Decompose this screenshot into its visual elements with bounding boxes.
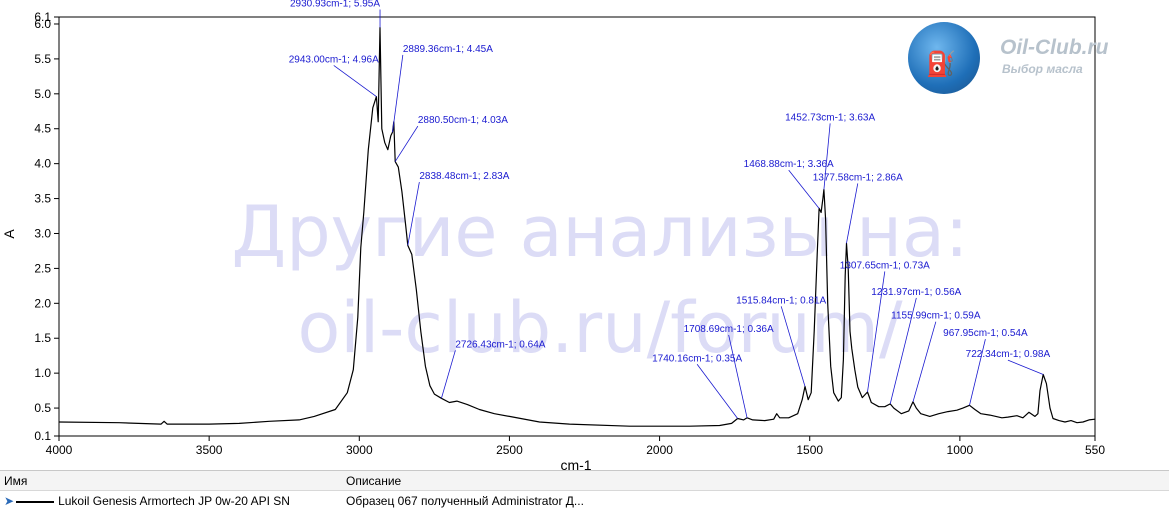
- x-tick-label: 3000: [346, 443, 373, 457]
- peak-label: 1468.88cm-1; 3.36A: [744, 159, 834, 170]
- plot-frame: [58, 16, 1096, 437]
- peak-label: 2838.48cm-1; 2.83A: [419, 171, 509, 182]
- peak-label: 1231.97cm-1; 0.56A: [871, 287, 961, 298]
- x-tick-label: 3500: [196, 443, 223, 457]
- y-tick-label: 2.5: [34, 261, 51, 275]
- peak-label: 2889.36cm-1; 4.45A: [403, 44, 493, 55]
- y-axis: 0.1 0.5 1.0 1.5 2.0 2.5 3.0 3.5 4.0 4.5 5.0 5.5 6.06…: [34, 10, 59, 443]
- peak-label: 2726.43cm-1; 0.64A: [455, 339, 545, 350]
- peak-label: 1740.16cm-1; 0.35A: [652, 353, 742, 364]
- legend-row-description: Образец 067 полученный Administrator Д..…: [346, 494, 584, 508]
- x-tick-label: 1500: [796, 443, 823, 457]
- x-tick-label: 2000: [646, 443, 673, 457]
- logo-badge: ⛽: [908, 22, 980, 94]
- x-tick-label: 550: [1085, 443, 1105, 457]
- legend-row[interactable]: ➤ Lukoil Genesis Armortech JP 0w-20 API S…: [0, 491, 1169, 510]
- peak-leader-line: [969, 339, 986, 406]
- peak-label: 2930.93cm-1; 5.95A: [290, 0, 380, 10]
- peak-leader-line: [728, 334, 748, 418]
- logo-title: Oil-Club.ru: [1000, 36, 1109, 59]
- peak-leader-line: [441, 350, 456, 399]
- spectrum-line: [58, 26, 1096, 427]
- peak-leader-line: [696, 364, 738, 419]
- y-tick-label: 5.5: [34, 52, 51, 66]
- annotation-layer: 2930.93cm-1; 5.95A 2943.00cm-1; 4.96A 2889…: [289, 0, 1051, 419]
- column-header-description[interactable]: Описание: [346, 474, 402, 488]
- y-tick-label: 6.0: [34, 17, 51, 31]
- y-tick-label: 1.5: [34, 331, 51, 345]
- row-pointer-icon: ➤: [4, 494, 15, 508]
- peak-label: 2880.50cm-1; 4.03A: [418, 115, 508, 126]
- y-tick-label: 3.0: [34, 226, 51, 240]
- spectrum-chart: Другие анализы на: oil-club.ru/forum/ 40…: [1, 0, 1105, 470]
- y-tick-label: 4.0: [34, 157, 51, 171]
- x-axis: 4000 3500 3000 2500 2000 1500 1000 550: [46, 436, 1105, 457]
- oil-club-logo: ⛽ Oil-Club.ru Выбор масла: [908, 22, 1148, 96]
- oil-can-icon: ⛽: [926, 51, 956, 78]
- y-tick-label: 6.1: [34, 10, 51, 24]
- peak-label: 1307.65cm-1; 0.73A: [840, 260, 930, 271]
- legend-row-name-cell[interactable]: ➤ Lukoil Genesis Armortech JP 0w-20 API S…: [4, 494, 290, 508]
- peak-label: 2943.00cm-1; 4.96A: [289, 54, 379, 65]
- peak-label: 1377.58cm-1; 2.86A: [813, 172, 903, 183]
- y-axis-title: A: [1, 229, 17, 239]
- y-tick-label: 1.0: [34, 366, 51, 380]
- y-tick-label: 0.5: [34, 401, 51, 415]
- logo-subtitle: Выбор масла: [1002, 62, 1083, 76]
- peak-leader-line: [333, 65, 377, 97]
- peak-leader-line: [407, 181, 420, 246]
- peak-label: 1155.99cm-1; 0.59A: [891, 311, 981, 322]
- peak-leader-line: [867, 271, 886, 393]
- watermark: Другие анализы на: oil-club.ru/forum/: [232, 191, 969, 369]
- legend-table: Имя Описание ➤ Lukoil Genesis Armortech J…: [0, 470, 1169, 510]
- plot-border: [58, 16, 1096, 437]
- legend-series-name: Lukoil Genesis Armortech JP 0w-20 API SN: [58, 494, 290, 508]
- column-header-name[interactable]: Имя: [4, 474, 28, 488]
- watermark-line-2: oil-club.ru/forum/: [297, 287, 902, 369]
- peak-leader-line: [823, 123, 831, 190]
- y-tick-label: 5.0: [34, 87, 51, 101]
- peak-leader-line: [846, 183, 859, 244]
- peak-leader-line: [392, 54, 404, 133]
- y-tick-label: 2.0: [34, 296, 51, 310]
- x-axis-title: cm-1: [560, 457, 591, 470]
- peak-leader-line: [912, 321, 937, 402]
- peak-leader-line: [889, 297, 917, 404]
- peak-label: 1708.69cm-1; 0.36A: [684, 324, 774, 335]
- peak-leader-line: [780, 306, 806, 387]
- legend-header-row: Имя Описание: [0, 471, 1169, 491]
- x-tick-label: 4000: [46, 443, 73, 457]
- peak-label: 1452.73cm-1; 3.63A: [785, 112, 875, 123]
- peak-label: 967.95cm-1; 0.54A: [943, 328, 1028, 339]
- peak-label: 722.34cm-1; 0.98A: [966, 349, 1051, 360]
- x-tick-label: 1000: [947, 443, 974, 457]
- x-tick-label: 2500: [496, 443, 523, 457]
- y-tick-label: 3.5: [34, 192, 51, 206]
- peak-leader-line: [394, 125, 419, 162]
- peak-leader-line: [788, 169, 820, 209]
- peak-leader-line: [1007, 359, 1044, 375]
- y-tick-label: 0.1: [34, 429, 51, 443]
- peak-label: 1515.84cm-1; 0.81A: [736, 295, 826, 306]
- series-layer: [58, 26, 1096, 427]
- series-line-swatch: [16, 500, 55, 503]
- y-tick-label: 4.5: [34, 122, 51, 136]
